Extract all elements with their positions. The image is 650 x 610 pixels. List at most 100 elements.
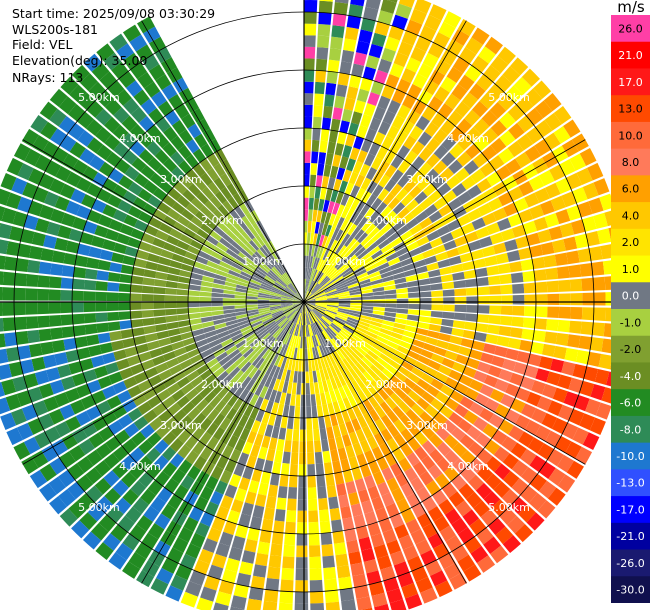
range-gate (207, 153, 220, 168)
range-gate (377, 481, 390, 496)
range-gate (142, 387, 157, 401)
range-gate (368, 142, 381, 157)
range-gate (348, 431, 359, 445)
range-gate (229, 329, 242, 338)
range-gate (342, 397, 352, 410)
range-gate (59, 183, 76, 199)
range-gate (160, 344, 174, 355)
range-gate (225, 248, 238, 259)
range-gate (72, 313, 85, 325)
range-gate (361, 547, 376, 563)
range-gate (389, 599, 407, 610)
range-gate (328, 130, 339, 143)
range-gate (309, 545, 321, 558)
range-gate (356, 596, 372, 610)
range-gate (444, 508, 461, 525)
range-gate (516, 96, 534, 114)
range-gate (295, 302, 304, 311)
range-gate (369, 274, 382, 282)
range-gate (391, 267, 404, 275)
range-gate (91, 199, 107, 214)
range-gate (353, 213, 364, 226)
range-gate (348, 74, 362, 89)
range-gate (280, 302, 293, 305)
range-gate (412, 73, 428, 89)
range-gate (577, 248, 592, 263)
range-gate (131, 157, 147, 173)
range-gate (80, 394, 96, 410)
range-gate (206, 167, 220, 182)
range-gate (14, 272, 28, 287)
ray (304, 57, 529, 302)
range-gate (449, 390, 464, 404)
range-gate (31, 135, 49, 153)
range-gate (320, 532, 333, 545)
range-gate (498, 325, 512, 337)
ray (96, 43, 304, 302)
range-gate (84, 268, 98, 280)
range-gate (454, 296, 467, 304)
range-gate (223, 285, 236, 291)
range-gate (340, 345, 351, 356)
range-gate (54, 421, 71, 438)
range-gate (106, 292, 119, 302)
range-gate (390, 550, 406, 566)
range-gate (363, 103, 376, 117)
range-gate (178, 500, 193, 516)
range-gate (365, 263, 378, 272)
range-gate (418, 284, 432, 292)
range-gate (535, 368, 550, 383)
range-gate (346, 158, 356, 172)
range-gate (123, 214, 138, 228)
ray (304, 0, 381, 302)
range-gate (260, 283, 273, 290)
range-gate (380, 566, 396, 581)
range-gate (483, 536, 501, 554)
range-gate (349, 288, 361, 294)
range-gate (137, 379, 152, 393)
range-gate (402, 94, 417, 110)
range-gate (485, 333, 499, 345)
range-gate (190, 239, 203, 250)
range-gate (427, 506, 444, 522)
range-gate (410, 204, 424, 218)
range-gate (13, 143, 31, 162)
range-gate (498, 368, 513, 382)
range-gate (591, 261, 605, 276)
range-gate (287, 322, 294, 334)
range-gate (146, 340, 161, 351)
range-gate (508, 186, 524, 202)
range-gate (104, 487, 122, 505)
range-gate (306, 244, 310, 256)
range-gate (454, 288, 467, 297)
range-gate (477, 305, 490, 314)
range-gate (334, 95, 346, 109)
ray (304, 92, 562, 302)
range-gate (257, 482, 269, 496)
range-gate (311, 359, 316, 372)
ray (0, 302, 304, 317)
range-gate (77, 111, 94, 129)
range-gate (505, 348, 519, 361)
range-gate (39, 204, 55, 220)
colorbar-tick-label: 10.0 (618, 129, 643, 142)
range-gate (138, 211, 153, 224)
range-gate (282, 306, 294, 312)
range-gate (419, 297, 432, 304)
range-gate (304, 220, 308, 233)
range-gate (518, 247, 532, 260)
range-gate (299, 313, 303, 325)
range-gate (309, 579, 323, 592)
range-gate (286, 498, 297, 511)
range-gate (282, 292, 294, 298)
range-gate (108, 219, 124, 232)
range-gate (304, 302, 313, 311)
range-gate (171, 468, 186, 484)
range-gate (332, 321, 343, 330)
range-gate (305, 359, 309, 372)
range-gate (245, 378, 256, 391)
range-gate (568, 408, 585, 426)
range-gate (473, 370, 488, 383)
range-gate (411, 156, 426, 171)
range-gate (401, 360, 414, 372)
